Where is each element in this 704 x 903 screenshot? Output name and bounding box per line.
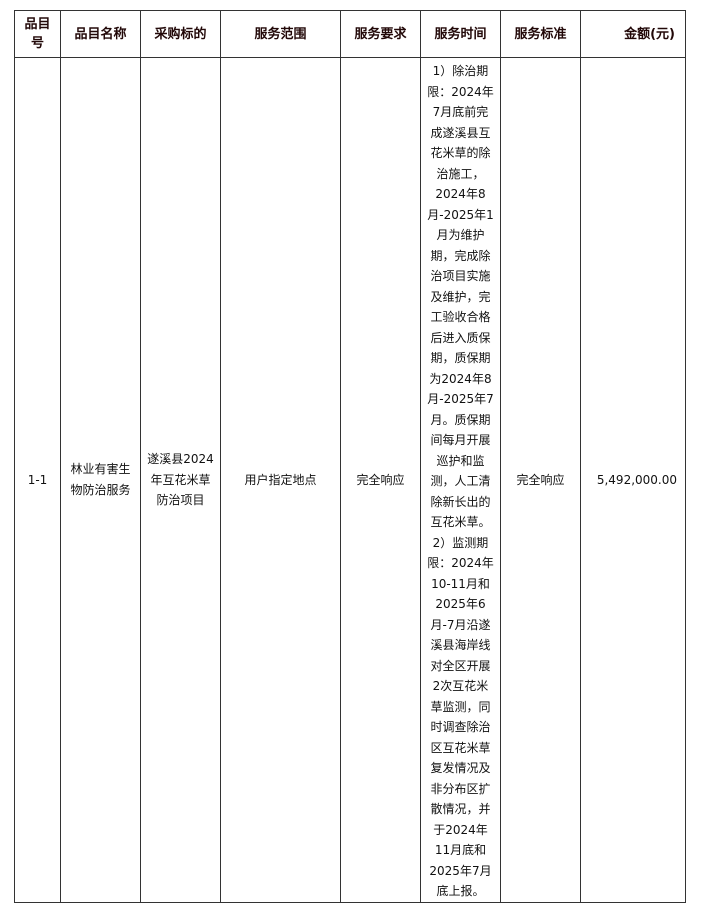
- header-row: 品目号 品目名称 采购标的 服务范围 服务要求 服务时间 服务标准 金额(元): [14, 10, 686, 58]
- header-scope: 服务范围: [220, 10, 341, 58]
- table-row: 1-1 林业有害生物防治服务 遂溪县2024年互花米草防治项目 用户指定地点 完…: [14, 57, 686, 903]
- header-subject: 采购标的: [140, 10, 221, 58]
- cell-time: 1）除治期限：2024年7月底前完成遂溪县互花米草的除治施工，2024年8月-2…: [420, 57, 501, 903]
- cell-scope: 用户指定地点: [220, 57, 341, 903]
- cell-item-no: 1-1: [14, 57, 61, 903]
- header-item-name: 品目名称: [60, 10, 141, 58]
- cell-amount: 5,492,000.00: [580, 57, 686, 903]
- cell-standard: 完全响应: [500, 57, 581, 903]
- header-amount: 金额(元): [580, 10, 686, 58]
- procurement-table: 品目号 品目名称 采购标的 服务范围 服务要求 服务时间 服务标准 金额(元) …: [14, 10, 686, 903]
- header-time: 服务时间: [420, 10, 501, 58]
- cell-item-name: 林业有害生物防治服务: [60, 57, 141, 903]
- header-item-no: 品目号: [14, 10, 61, 58]
- header-standard: 服务标准: [500, 10, 581, 58]
- header-requirement: 服务要求: [340, 10, 421, 58]
- cell-subject: 遂溪县2024年互花米草防治项目: [140, 57, 221, 903]
- cell-requirement: 完全响应: [340, 57, 421, 903]
